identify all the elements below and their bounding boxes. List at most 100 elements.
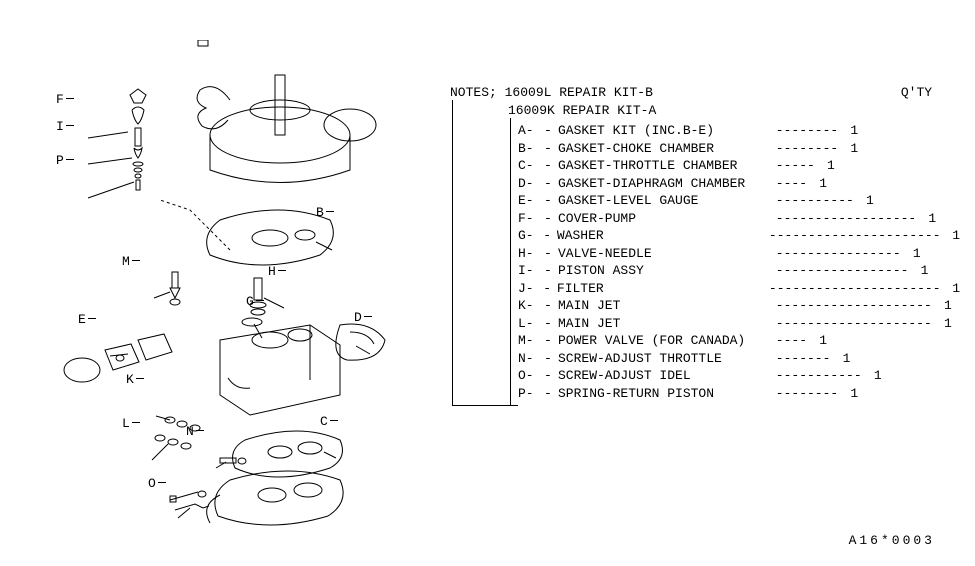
callout-C: C	[320, 414, 328, 429]
notes-area: NOTES; 16009L REPAIR KIT-BQ'TY 16009K RE…	[450, 84, 960, 402]
part-row: O--SCREW-ADJUST IDEL -----------1	[518, 367, 960, 385]
part-name: SCREW-ADJUST IDEL	[558, 367, 768, 385]
part-sep: -	[544, 122, 558, 140]
part-sep: -	[544, 262, 558, 280]
callout-I: I	[56, 119, 64, 134]
qty-label: Q'TY	[901, 85, 932, 100]
part-fill: -----	[768, 157, 815, 175]
part-fill: --------	[768, 140, 838, 158]
part-qty: 1	[941, 280, 960, 298]
part-letter: F-	[518, 210, 544, 228]
part-letter: M-	[518, 332, 544, 350]
part-row: A--GASKET KIT (INC.B-E) --------1	[518, 122, 960, 140]
callout-tick	[132, 422, 140, 423]
part-row: J--FILTER ----------------------1	[518, 280, 960, 298]
callout-B: B	[316, 205, 324, 220]
footer-code: A16*0003	[849, 533, 935, 548]
part-name: VALVE-NEEDLE	[558, 245, 768, 263]
kit-b-code: 16009L	[505, 85, 552, 100]
part-fill: --------	[768, 385, 838, 403]
notes-header: NOTES; 16009L REPAIR KIT-BQ'TY	[450, 84, 960, 102]
tree-vbar-outer	[452, 100, 453, 405]
part-row: N--SCREW-ADJUST THROTTLE -------1	[518, 350, 960, 368]
main-jets	[155, 40, 208, 449]
part-sep: -	[544, 175, 558, 193]
part-name: SCREW-ADJUST THROTTLE	[558, 350, 768, 368]
part-sep: -	[544, 332, 558, 350]
part-sep: -	[544, 192, 558, 210]
part-letter: G-	[518, 227, 543, 245]
part-fill: -------	[768, 350, 830, 368]
part-qty: 1	[941, 227, 960, 245]
callout-tick	[66, 98, 74, 99]
diaphragm-chamber	[336, 324, 385, 360]
part-name: POWER VALVE (FOR CANADA)	[558, 332, 768, 350]
level-gauge	[64, 334, 172, 382]
part-sep: -	[543, 280, 557, 298]
part-row: P--SPRING-RETURN PISTON --------1	[518, 385, 960, 403]
part-qty: 1	[807, 332, 827, 350]
part-name: SPRING-RETURN PISTON	[558, 385, 768, 403]
callout-M: M	[122, 254, 130, 269]
part-letter: E-	[518, 192, 544, 210]
part-letter: P-	[518, 385, 544, 403]
part-name: GASKET-DIAPHRAGM CHAMBER	[558, 175, 768, 193]
callout-tick	[256, 300, 264, 301]
exploded-diagram	[20, 40, 440, 540]
part-letter: A-	[518, 122, 544, 140]
callout-E: E	[78, 312, 86, 327]
part-name: MAIN JET	[558, 297, 768, 315]
part-name: GASKET-THROTTLE CHAMBER	[558, 157, 768, 175]
callout-P: P	[56, 153, 64, 168]
callout-G: G	[246, 294, 254, 309]
part-fill: ------------------	[768, 210, 916, 228]
part-qty: 1	[932, 297, 952, 315]
callout-K: K	[126, 372, 134, 387]
part-qty: 1	[932, 315, 952, 333]
part-qty: 1	[862, 367, 882, 385]
part-fill: -----------	[768, 367, 862, 385]
callout-tick	[196, 430, 204, 431]
tree-hbar-inner	[510, 405, 518, 406]
part-name: PISTON ASSY	[558, 262, 768, 280]
part-row: M--POWER VALVE (FOR CANADA) ----1	[518, 332, 960, 350]
part-sep: -	[544, 297, 558, 315]
part-row: B--GASKET-CHOKE CHAMBER --------1	[518, 140, 960, 158]
callout-F: F	[56, 92, 64, 107]
part-row: L--MAIN JET --------------------1	[518, 315, 960, 333]
part-qty: 1	[908, 262, 928, 280]
part-row: C--GASKET-THROTTLE CHAMBER -----1	[518, 157, 960, 175]
diagram-svg	[20, 40, 440, 560]
power-valve	[170, 272, 180, 305]
throttle-body	[207, 471, 343, 525]
callout-tick	[88, 318, 96, 319]
kit-b-name: REPAIR KIT-B	[559, 85, 653, 100]
callout-L: L	[122, 416, 130, 431]
part-qty: 1	[815, 157, 835, 175]
parts-list: A--GASKET KIT (INC.B-E) --------1B--GASK…	[518, 122, 960, 402]
carb-mid-body	[220, 325, 340, 415]
part-row: E--GASKET-LEVEL GAUGE ----------1	[518, 192, 960, 210]
part-letter: B-	[518, 140, 544, 158]
part-letter: D-	[518, 175, 544, 193]
part-fill: ----	[768, 332, 807, 350]
part-letter: C-	[518, 157, 544, 175]
part-qty: 1	[830, 350, 850, 368]
part-fill: --------------------	[768, 315, 932, 333]
callout-H: H	[268, 264, 276, 279]
tree-vbar-inner	[510, 118, 511, 405]
part-letter: J-	[518, 280, 543, 298]
part-qty: 1	[838, 122, 858, 140]
callout-tick	[158, 482, 166, 483]
part-row: K--MAIN JET --------------------1	[518, 297, 960, 315]
kit-a-code: 16009K	[508, 103, 555, 118]
part-fill: ----------------	[768, 245, 901, 263]
part-sep: -	[544, 157, 558, 175]
callout-tick	[66, 159, 74, 160]
part-fill: --------	[768, 122, 838, 140]
part-qty: 1	[838, 385, 858, 403]
throttle-gasket	[233, 431, 343, 477]
part-letter: I-	[518, 262, 544, 280]
part-fill: --------------------	[768, 297, 932, 315]
part-sep: -	[543, 227, 557, 245]
